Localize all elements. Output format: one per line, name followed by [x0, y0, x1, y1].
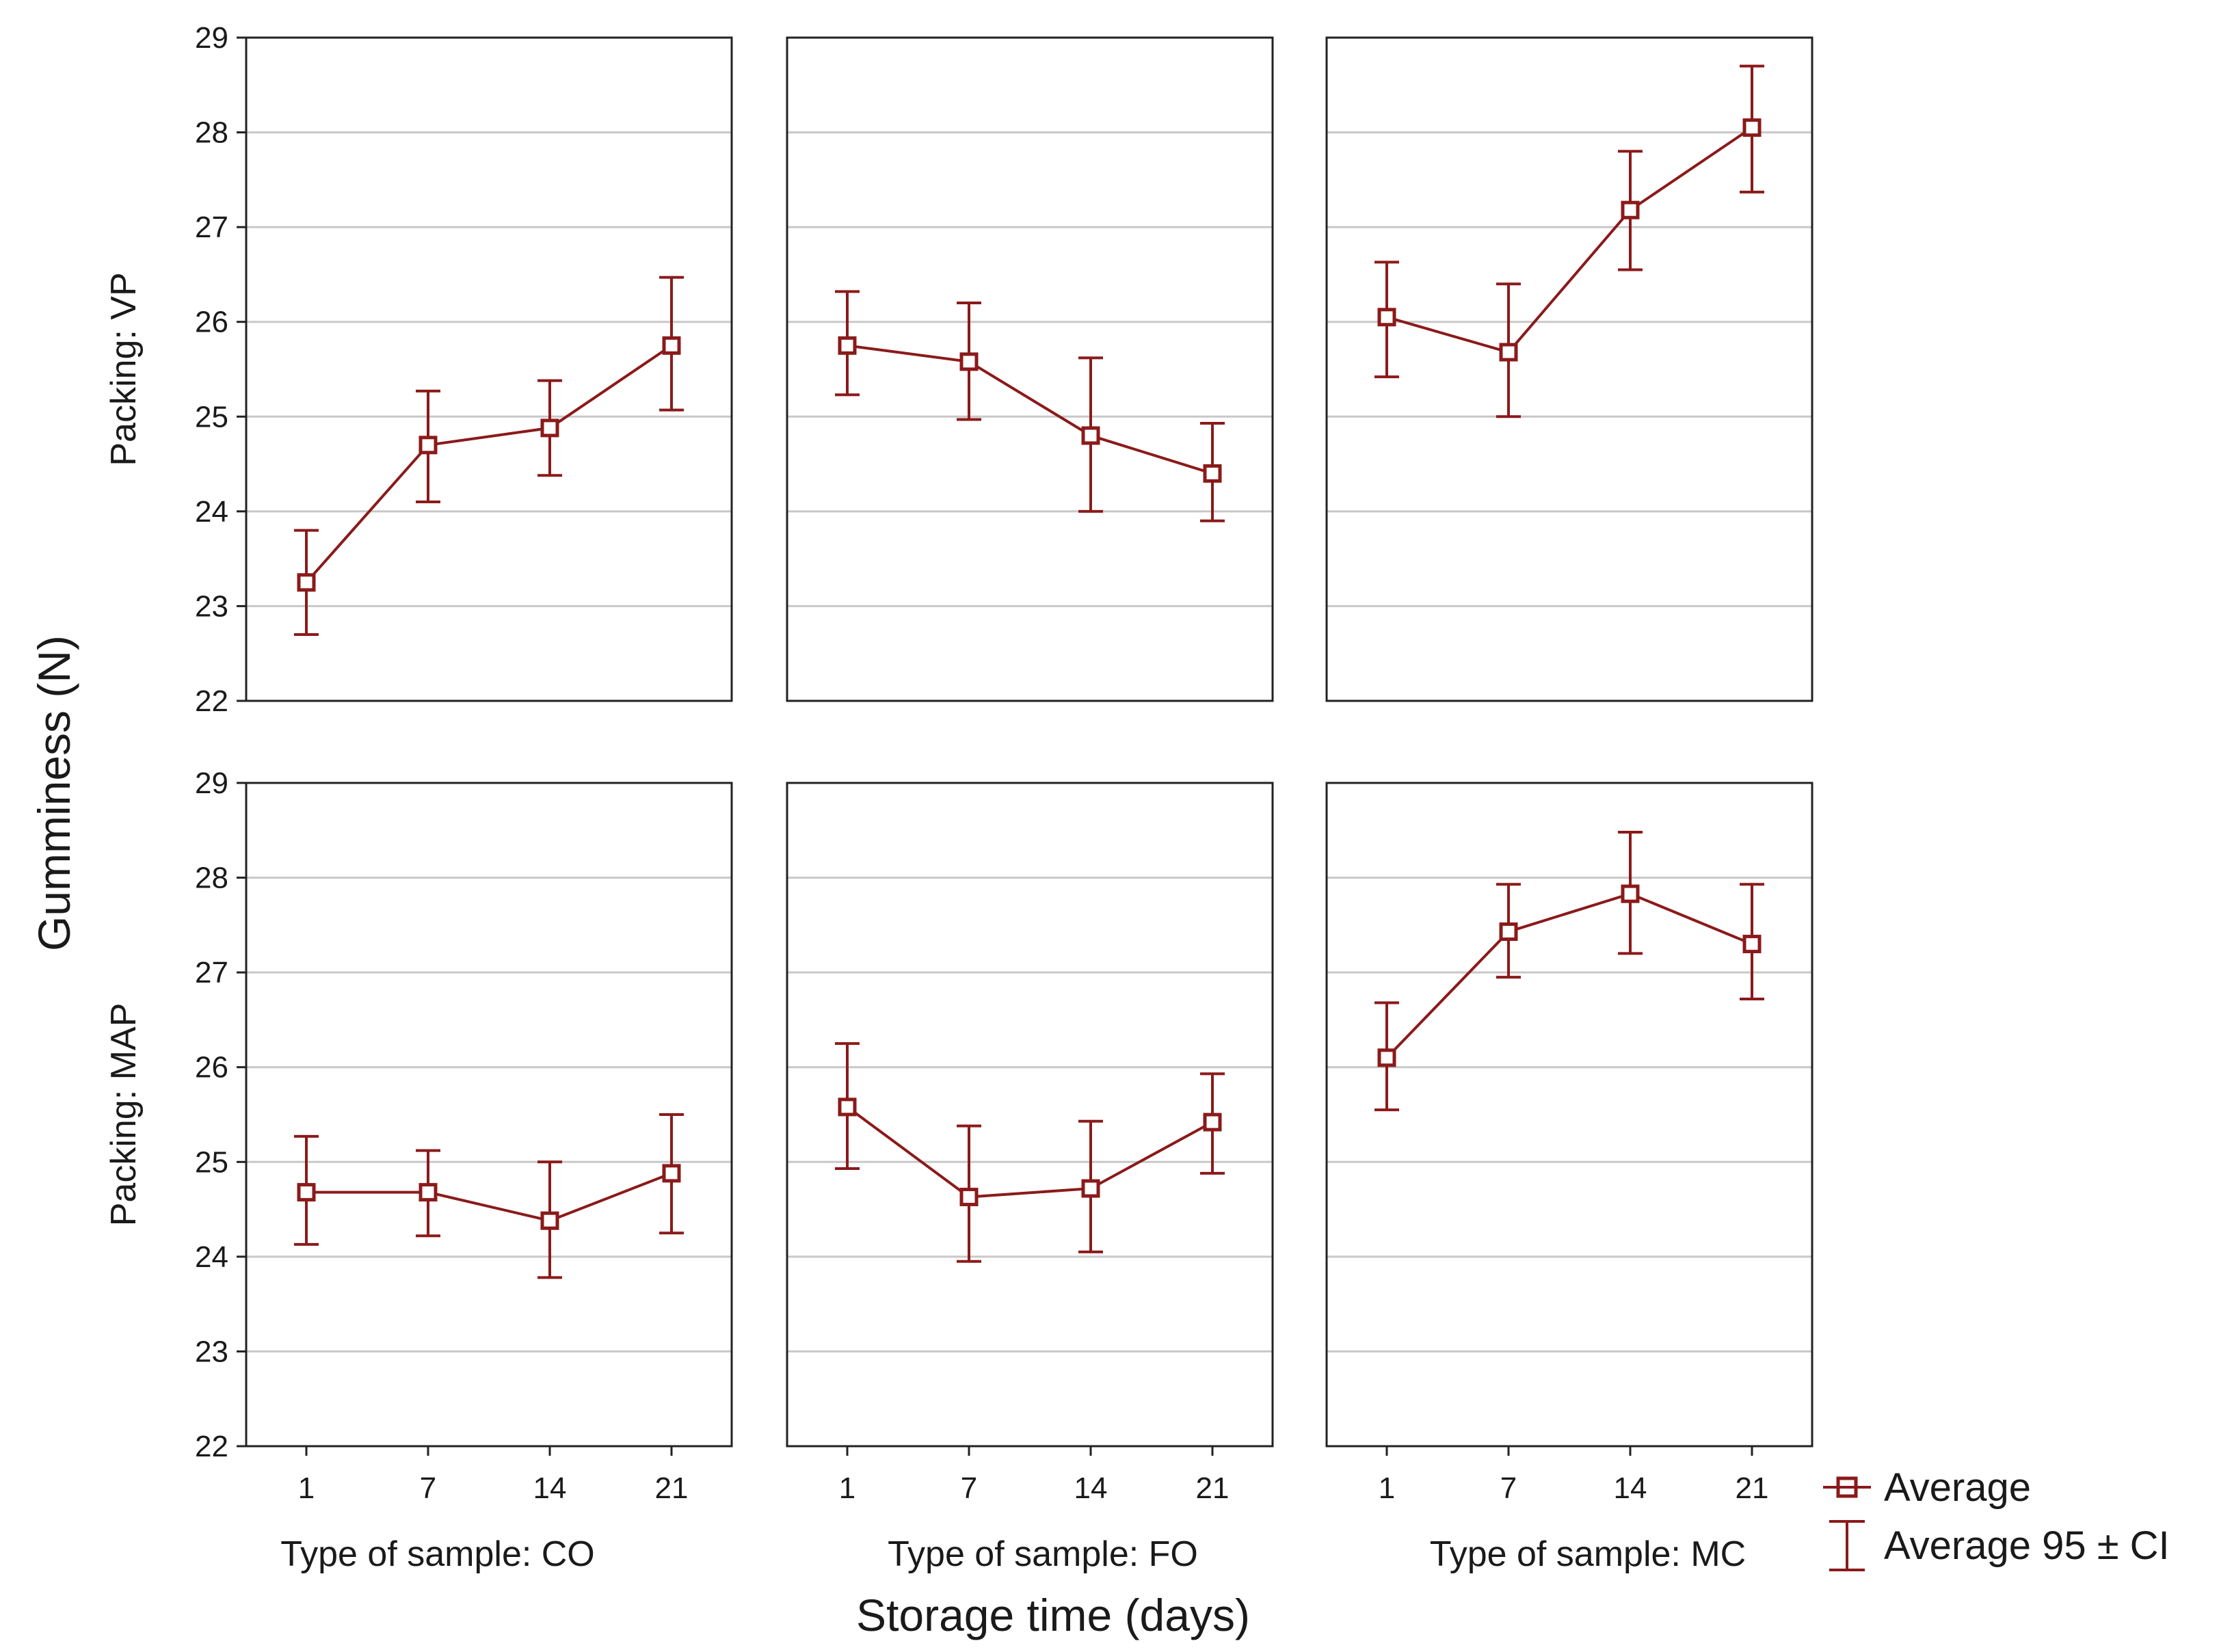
mean-point [297, 1183, 316, 1202]
panel-0-1 [786, 36, 1274, 702]
mean-point [540, 1211, 559, 1230]
x-tick-label: 1 [298, 1471, 315, 1505]
mean-point [1377, 308, 1396, 327]
legend-mean-label: Average [1884, 1465, 2031, 1510]
x-tick-label: 1 [839, 1471, 855, 1505]
y-tick-label: 24 [195, 495, 228, 529]
y-tick-label: 27 [195, 211, 228, 244]
mean-point [540, 418, 559, 438]
mean-point [1499, 343, 1518, 362]
mean-point [1081, 1179, 1100, 1198]
y-tick-label: 26 [195, 1051, 228, 1084]
mean-line [1385, 892, 1753, 1059]
y-tick-label: 28 [195, 862, 228, 895]
mean-point [1621, 200, 1640, 219]
mean-point [418, 1183, 438, 1202]
column-label: Type of sample: CO [280, 1534, 595, 1574]
mean-point [1499, 922, 1518, 942]
y-tick-label: 29 [195, 767, 228, 800]
mean-line [1386, 126, 1753, 354]
x-axis-title: Storage time (days) [856, 1590, 1250, 1640]
y-tick-label: 25 [195, 1145, 228, 1179]
mean-point [959, 1188, 979, 1207]
y-tick-label: 25 [195, 400, 228, 434]
panel-frame [245, 36, 733, 702]
x-tick-label: 14 [1074, 1471, 1108, 1505]
y-tick-label: 23 [195, 589, 228, 623]
y-axis-title: Gumminess (N) [29, 635, 79, 951]
mean-point [838, 1097, 857, 1117]
mean-point [1742, 935, 1762, 954]
y-tick-label: 22 [195, 684, 228, 718]
column-label: Type of sample: MC [1430, 1534, 1746, 1574]
mean-point [662, 336, 681, 355]
panel-frame [245, 782, 733, 1448]
mean-point [1203, 1113, 1222, 1132]
y-tick-label: 27 [195, 956, 228, 989]
panel-0-2 [1325, 36, 1814, 702]
column-label: Type of sample: FO [888, 1534, 1198, 1574]
x-tick-label: 14 [1614, 1471, 1647, 1505]
mean-point [1377, 1048, 1396, 1067]
x-tick-label: 7 [1500, 1471, 1517, 1505]
panel-1-2: 1 7 14 21 [1325, 782, 1814, 1505]
legend-ci-label: Average 95 ± CI [1884, 1523, 2170, 1568]
mean-line [847, 344, 1213, 475]
mean-line [305, 344, 673, 584]
mean-point [1742, 118, 1762, 137]
row-label: Packing: MAP [104, 1003, 144, 1227]
mean-point [418, 436, 438, 455]
panel-frame [786, 782, 1274, 1448]
mean-point [297, 573, 316, 592]
y-tick-label: 28 [195, 116, 228, 150]
panels-layer: 22 23 24 25 26 27 28 29 22 23 24 25 26 27 28 29 1 7 14 21 1 7… [104, 21, 1814, 1574]
legend: Average Average 95 ± CI [1823, 1465, 2170, 1571]
mean-line [306, 1172, 672, 1223]
panel-frame [1325, 36, 1814, 702]
mean-line [846, 1106, 1213, 1199]
x-tick-label: 7 [420, 1471, 436, 1505]
x-tick-label: 21 [655, 1471, 689, 1505]
mean-point [959, 352, 979, 371]
panel-frame [786, 36, 1274, 702]
y-tick-label: 24 [195, 1240, 228, 1274]
x-tick-label: 21 [1736, 1471, 1769, 1505]
x-tick-label: 14 [533, 1471, 567, 1505]
y-tick-label: 26 [195, 306, 228, 339]
y-tick-label: 22 [195, 1430, 228, 1463]
mean-point [1621, 884, 1640, 903]
mean-point [1203, 464, 1222, 483]
panel-0-0: 22 23 24 25 26 27 28 29 [195, 21, 733, 718]
y-tick-label: 29 [195, 21, 228, 55]
x-tick-label: 21 [1196, 1471, 1230, 1505]
mean-point [1081, 426, 1100, 445]
panel-1-0: 22 23 24 25 26 27 28 29 1 7 14 21 [195, 767, 733, 1505]
row-label: Packing: VP [104, 272, 144, 466]
mean-point [838, 336, 857, 355]
panel-frame [1325, 782, 1814, 1448]
x-tick-label: 7 [961, 1471, 977, 1505]
y-tick-label: 23 [195, 1335, 228, 1368]
mean-point [662, 1164, 681, 1183]
x-tick-label: 1 [1379, 1471, 1395, 1505]
panel-1-1: 1 7 14 21 [786, 782, 1274, 1505]
